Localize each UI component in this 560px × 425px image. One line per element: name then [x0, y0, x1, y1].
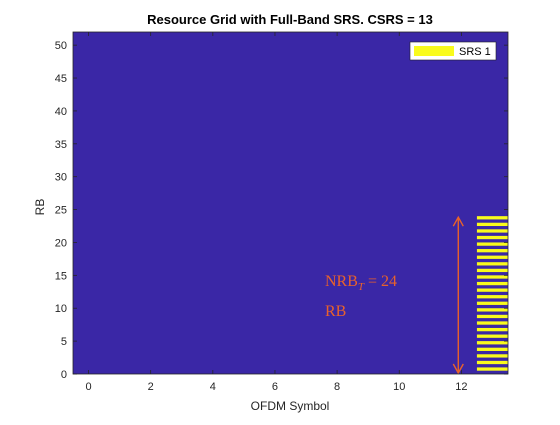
srs-stripe	[476, 354, 508, 358]
srs-stripe	[476, 314, 508, 319]
x-tick-label: 0	[85, 381, 91, 393]
y-tick-label: 45	[55, 73, 67, 85]
srs-stripe	[476, 275, 508, 279]
srs-stripe	[476, 222, 508, 227]
x-axis: 0 2 4 6 8 10 12	[85, 32, 468, 393]
x-tick-label: 2	[148, 381, 154, 393]
srs-stripe	[476, 308, 508, 312]
srs-stripe	[476, 249, 508, 253]
y-axis: 0 5 10 15 20 25 30 35 40 45 50	[55, 40, 508, 381]
srs-stripe	[476, 255, 508, 259]
y-axis-label: RB	[33, 199, 47, 216]
srs-stripe	[476, 360, 508, 365]
srs-stripe	[476, 367, 508, 371]
srs-stripes	[476, 216, 508, 371]
srs-stripe	[476, 242, 508, 246]
srs-stripe	[476, 334, 508, 338]
y-tick-label: 25	[55, 205, 67, 217]
srs-stripe	[476, 321, 508, 325]
y-tick-label: 35	[55, 139, 67, 151]
srs-stripe	[476, 327, 508, 332]
y-tick-label: 20	[55, 237, 67, 249]
srs-stripe	[476, 288, 508, 292]
srs-stripe	[476, 262, 508, 266]
legend: SRS 1	[409, 41, 497, 61]
y-tick-label: 40	[55, 106, 67, 118]
chart-title: Resource Grid with Full-Band SRS. CSRS =…	[147, 12, 433, 27]
srs-stripe	[476, 301, 508, 305]
annotation-subscript: T	[358, 281, 365, 293]
x-axis-label: OFDM Symbol	[251, 399, 330, 413]
grid-background	[73, 32, 508, 374]
srs-stripe	[476, 229, 508, 233]
y-tick-label: 15	[55, 270, 67, 282]
srs-stripe	[476, 347, 508, 351]
srs-stripe	[476, 295, 508, 299]
x-tick-label: 12	[455, 381, 467, 393]
y-tick-label: 5	[61, 336, 67, 348]
arrow-head-top	[452, 215, 464, 227]
annotation-suffix: = 24	[364, 273, 397, 290]
annotation: NRBT = 24 RB	[325, 215, 464, 375]
plot-frame	[72, 31, 509, 375]
y-tick-label: 30	[55, 172, 67, 184]
plot-area	[73, 32, 508, 374]
y-tick-label: 10	[55, 303, 67, 315]
legend-swatch	[414, 46, 454, 56]
x-tick-label: 10	[393, 381, 405, 393]
x-tick-label: 6	[272, 381, 278, 393]
annotation-line-1: NRBT = 24	[325, 273, 397, 293]
annotation-prefix: NRB	[325, 273, 358, 290]
srs-stripe	[476, 281, 508, 286]
x-tick-label: 4	[210, 381, 216, 393]
x-tick-label: 8	[334, 381, 340, 393]
srs-stripe	[476, 216, 508, 220]
y-tick-label: 0	[61, 369, 67, 381]
srs-stripe	[476, 235, 508, 240]
legend-label: SRS 1	[459, 46, 491, 58]
arrow-head-bottom	[452, 363, 464, 375]
srs-stripe	[476, 341, 508, 345]
annotation-line-2: RB	[325, 303, 346, 320]
y-tick-label: 50	[55, 40, 67, 52]
srs-stripe	[476, 268, 508, 273]
